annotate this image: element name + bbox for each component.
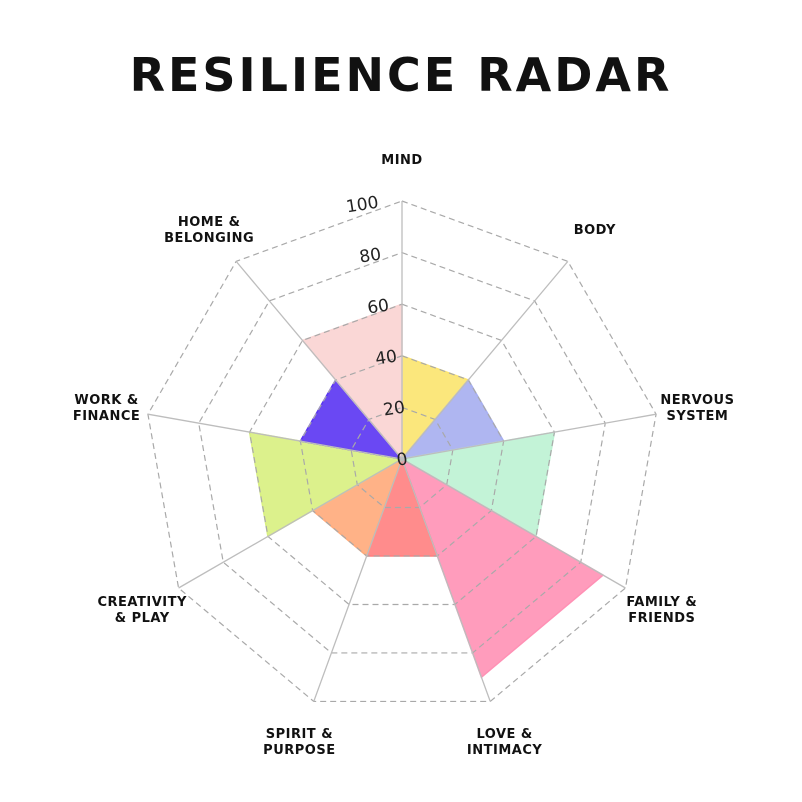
tick-label: 80 [358,244,383,267]
spoke-line [401,458,626,589]
axis-label: LOVE & INTIMACY [467,727,542,758]
axis-label: SPIRIT & PURPOSE [263,727,335,758]
axis-label: BODY [574,223,616,238]
tick-label: 0 [395,449,409,470]
grid-ring-20 [350,406,454,509]
axis-label: NERVOUS SYSTEM [660,393,734,424]
axis-label: WORK & FINANCE [73,393,140,424]
spoke-line [401,413,657,460]
spoke-line [313,458,403,702]
grid-layer [147,200,657,703]
axis-label: CREATIVITY & PLAY [98,595,187,626]
axis-label: MIND [381,153,422,168]
grid-ring-100 [147,200,657,703]
tick-label: 100 [345,193,380,218]
tick-label: 20 [382,397,407,420]
spoke-line [401,260,569,460]
axis-label-layer: MIND BODY NERVOUS SYSTEM FAMILY & FRIENDS LOVE… [73,153,734,758]
tick-label: 60 [366,295,391,318]
tick-label: 40 [374,346,399,369]
spoke-line [401,458,491,702]
chart-title: RESILIENCE RADAR [129,48,673,102]
grid-ring-40 [299,355,505,557]
axis-label: HOME & BELONGING [164,215,254,246]
spoke-line [147,413,403,460]
spoke-line [178,458,403,589]
grid-ring-80 [198,251,606,654]
axis-label: FAMILY & FRIENDS [626,595,697,626]
spoke-layer [147,201,657,702]
sector-layer [248,303,605,679]
grid-ring-60 [248,303,556,606]
spoke-line [235,260,403,460]
